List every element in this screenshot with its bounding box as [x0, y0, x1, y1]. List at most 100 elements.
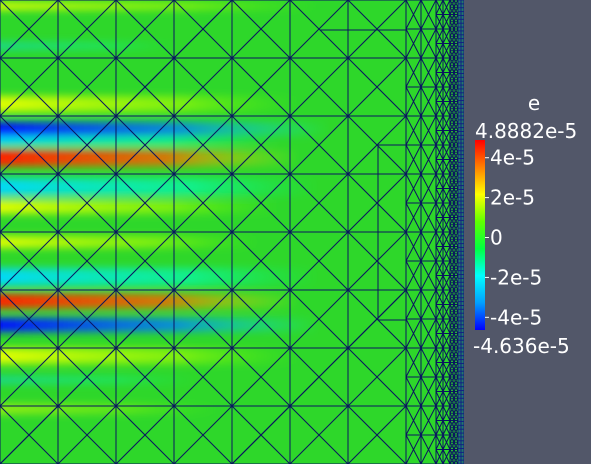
mesh-edge	[115, 231, 175, 291]
mesh-edge	[449, 449, 455, 457]
mesh-edge	[449, 391, 455, 399]
mesh-edge	[449, 297, 455, 305]
colorbar: e 4.8882e-5 4e-5 2e-5 0 -2e-5 -4e-5 -4.636e-…	[473, 91, 577, 358]
band-cyan-2	[0, 178, 320, 196]
mesh-edge	[57, 405, 117, 464]
mesh-edge	[453, 333, 459, 341]
mesh-edge	[115, 115, 175, 175]
mesh-edge	[405, 405, 422, 436]
mesh-edge	[420, 0, 437, 30]
mesh-edge	[453, 79, 459, 88]
mesh-edge	[435, 14, 444, 30]
band-cyan-4	[0, 376, 200, 384]
mesh-edge	[289, 289, 349, 349]
mesh-edge	[453, 130, 459, 138]
mesh-edge	[442, 318, 451, 334]
mesh-edge	[442, 405, 451, 421]
mesh-edge	[453, 384, 459, 392]
band-cyan-3	[0, 268, 320, 286]
mesh-edge	[453, 224, 459, 233]
mesh-edge	[449, 347, 455, 356]
mesh-edge	[442, 28, 451, 44]
colorbar-tick-label-4: -4e-5	[490, 305, 542, 329]
mesh-edge	[173, 405, 233, 464]
mesh-edge	[449, 333, 455, 341]
mesh-edge	[420, 347, 437, 378]
mesh-edge	[289, 173, 349, 233]
mesh-edge	[0, 0, 59, 59]
mesh-edge	[453, 391, 459, 399]
mesh-edge	[347, 231, 407, 291]
mesh-edge	[453, 434, 459, 443]
mesh-edge	[453, 311, 459, 320]
mesh-edge	[453, 181, 459, 189]
mesh-edge	[449, 94, 455, 102]
mesh-edge	[453, 166, 459, 175]
mesh-edge	[405, 86, 422, 117]
mesh-edge	[435, 57, 444, 73]
mesh-edge	[449, 14, 455, 22]
mesh-edge	[449, 384, 455, 392]
mesh-edge	[442, 304, 451, 320]
mesh-edge	[442, 72, 451, 88]
mesh-edge	[435, 43, 444, 59]
mesh-edge	[442, 130, 451, 146]
mesh-edge	[449, 253, 455, 262]
mesh-edge	[420, 405, 437, 436]
mesh-edge	[442, 275, 451, 291]
mesh-edge	[449, 79, 455, 88]
mesh-edge	[405, 231, 422, 262]
mesh-edge	[442, 391, 451, 407]
mesh-edge	[435, 86, 444, 102]
mesh-edge	[231, 0, 291, 59]
mesh-edge	[435, 449, 444, 464]
mesh-edge	[449, 36, 455, 44]
mesh-edge	[435, 420, 444, 436]
mesh-edge	[453, 413, 459, 421]
mesh-edge	[449, 231, 455, 240]
mesh-edge	[405, 144, 422, 175]
mesh-edge	[453, 369, 459, 378]
colorbar-max-label: 4.8882e-5	[475, 119, 577, 143]
mesh-edge	[453, 427, 459, 436]
mesh-edge	[289, 115, 349, 175]
mesh-edge	[449, 210, 455, 218]
mesh-edge	[449, 442, 455, 450]
mesh-edge	[453, 260, 459, 269]
mesh-edge	[453, 217, 459, 225]
mesh-edge	[405, 28, 422, 59]
mesh-edge	[420, 318, 437, 349]
mesh-edge	[435, 376, 444, 392]
mesh-edge	[0, 289, 59, 349]
band-cyan-top	[0, 42, 180, 50]
mesh-edge	[449, 355, 455, 363]
mesh-edge	[435, 362, 444, 378]
mesh-edge	[405, 0, 422, 30]
mesh-edge	[453, 0, 459, 8]
mesh-edge	[435, 0, 444, 15]
mesh-edge	[449, 101, 455, 109]
mesh-edge	[405, 115, 422, 146]
mesh-edge	[449, 188, 455, 196]
band-cyan-1	[0, 136, 280, 146]
mesh-edge	[442, 246, 451, 262]
mesh-edge	[442, 231, 451, 247]
band-yellow-5	[0, 404, 220, 414]
mesh-edge	[442, 260, 451, 276]
mesh-edge	[231, 57, 291, 117]
mesh-edge	[453, 275, 459, 283]
boundary-refinement-strip	[458, 0, 464, 464]
mesh-edge	[453, 340, 459, 349]
mesh-edge	[453, 376, 459, 385]
mesh-edge	[453, 362, 459, 370]
mesh-edge	[57, 0, 117, 59]
mesh-edge	[347, 405, 407, 464]
mesh-edge	[442, 173, 451, 189]
mesh-edge	[449, 289, 455, 298]
mesh-edge	[435, 72, 444, 88]
mesh-edge	[453, 231, 459, 240]
mesh-edge	[449, 318, 455, 327]
mesh-edge	[449, 152, 455, 160]
mesh-edge	[449, 0, 455, 8]
mesh-edge	[449, 43, 455, 51]
